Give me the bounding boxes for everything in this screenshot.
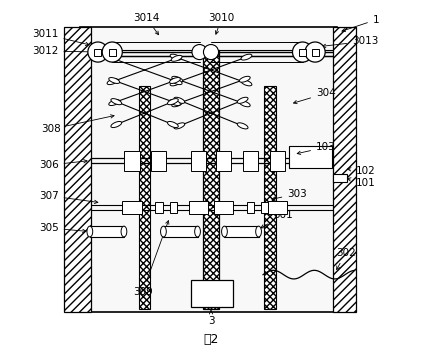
Ellipse shape [170,100,180,106]
Ellipse shape [160,226,166,237]
Ellipse shape [171,55,182,61]
Ellipse shape [174,123,185,129]
Bar [139,86,150,309]
Text: 101: 101 [347,178,375,188]
Bar [124,151,140,171]
Bar [243,151,258,171]
Bar [261,202,268,213]
Bar [216,151,231,171]
Bar [191,280,233,307]
Bar [311,48,319,56]
Bar [225,226,259,237]
Text: 304: 304 [294,88,336,104]
Bar [270,151,285,171]
Circle shape [305,42,325,62]
Circle shape [192,45,207,60]
Bar [268,200,287,214]
Circle shape [203,45,219,60]
Ellipse shape [168,99,178,105]
Text: 3013: 3013 [322,36,379,47]
Bar [170,202,177,213]
Ellipse shape [111,99,122,105]
Ellipse shape [239,101,250,107]
Ellipse shape [241,80,252,86]
Bar [247,202,254,213]
Bar [189,200,208,214]
Bar [155,202,162,213]
Text: 3010: 3010 [208,13,235,34]
Ellipse shape [237,123,248,129]
Ellipse shape [109,78,120,83]
Ellipse shape [109,100,120,106]
Ellipse shape [168,121,178,127]
Ellipse shape [256,226,262,237]
Text: 图2: 图2 [203,333,219,346]
Circle shape [88,42,108,62]
Bar [191,151,206,171]
Ellipse shape [172,101,183,107]
Bar [163,226,197,237]
Bar [64,27,91,312]
Ellipse shape [222,226,227,237]
Ellipse shape [172,76,183,82]
Circle shape [292,42,313,62]
Ellipse shape [171,79,182,85]
Bar [122,200,142,214]
Bar [80,27,337,312]
Text: 301: 301 [261,210,293,228]
Ellipse shape [107,79,118,85]
Text: 103: 103 [297,142,336,154]
Text: 1: 1 [342,15,379,32]
Ellipse shape [241,54,252,60]
Text: 307: 307 [39,191,98,204]
Text: 3012: 3012 [32,46,98,56]
Text: 102: 102 [348,165,375,176]
Ellipse shape [170,54,181,60]
Bar [289,146,333,168]
Ellipse shape [174,97,185,103]
Text: 308: 308 [41,115,114,134]
Text: 3: 3 [208,310,214,326]
Ellipse shape [107,55,118,61]
Text: 305: 305 [39,223,86,233]
Text: 306: 306 [39,160,87,170]
Text: 303: 303 [272,189,307,200]
Ellipse shape [239,76,250,82]
Bar [265,86,276,309]
Ellipse shape [87,226,93,237]
Bar [333,174,347,182]
Bar [95,48,101,56]
Bar [214,200,233,214]
Ellipse shape [237,97,248,103]
Bar [333,27,357,312]
Bar [109,48,116,56]
Text: 309: 309 [133,221,169,297]
Ellipse shape [195,226,200,237]
Bar [90,226,124,237]
Ellipse shape [170,80,181,86]
Bar [299,48,306,56]
Text: 3011: 3011 [32,29,89,46]
Ellipse shape [170,78,180,83]
Ellipse shape [111,121,122,127]
Ellipse shape [121,226,127,237]
Text: 3014: 3014 [133,13,160,35]
Circle shape [102,42,122,62]
Bar [203,50,219,309]
Bar [151,151,167,171]
Text: 302: 302 [336,248,355,270]
